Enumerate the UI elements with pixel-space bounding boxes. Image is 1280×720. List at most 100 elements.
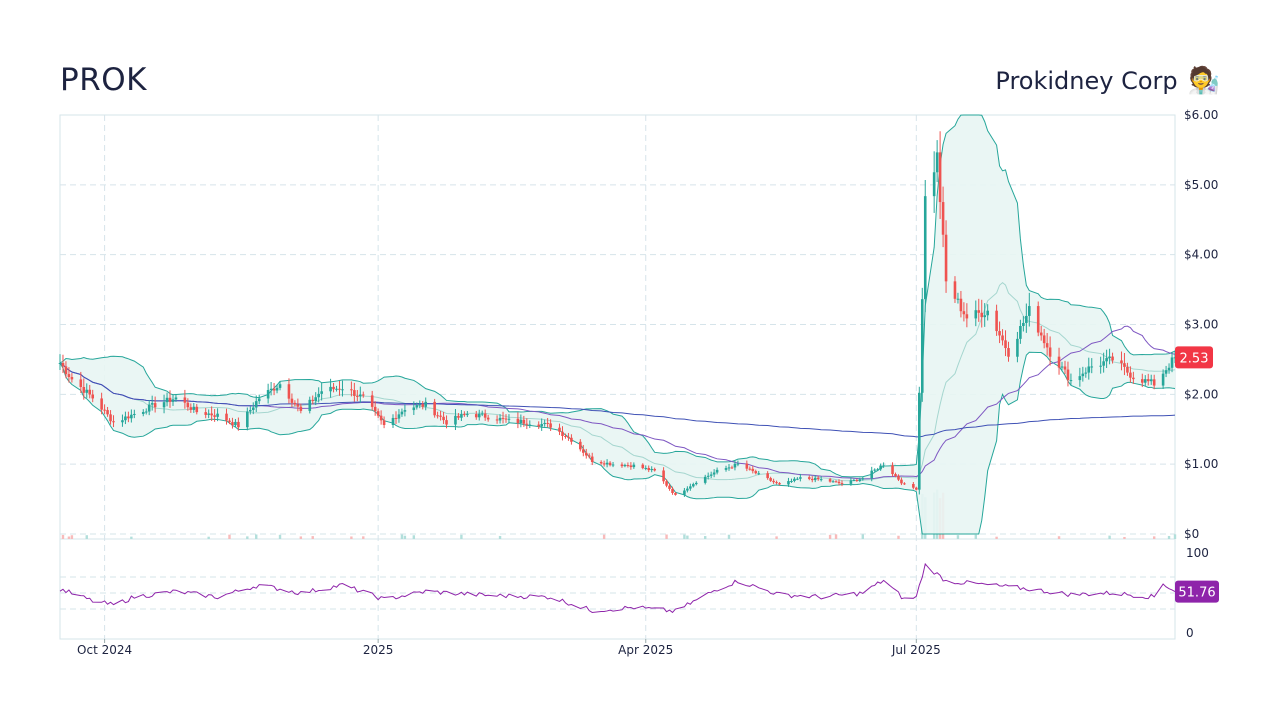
- candle-body: [564, 435, 567, 437]
- candle-body: [923, 196, 927, 300]
- candle-body: [778, 483, 781, 485]
- volume-bar: [299, 536, 303, 539]
- candle-body: [141, 412, 145, 414]
- candle-body: [692, 484, 695, 487]
- candle-body: [567, 436, 570, 438]
- volume-bar: [362, 536, 365, 539]
- candle-body: [1004, 340, 1007, 349]
- candle-body: [507, 418, 511, 420]
- volume-bar: [130, 536, 133, 539]
- candle-body: [891, 465, 894, 475]
- volume-bar: [897, 535, 900, 539]
- candle-body: [424, 401, 428, 407]
- candle-body: [480, 413, 484, 415]
- candle-body: [587, 455, 591, 457]
- volume-bar: [412, 535, 416, 539]
- candle-body: [1164, 370, 1168, 374]
- candle-body: [837, 481, 841, 484]
- candle-body: [715, 469, 719, 473]
- candle-body: [1069, 380, 1073, 382]
- candle-body: [373, 406, 377, 412]
- candle-body: [82, 387, 86, 393]
- candle-body: [525, 423, 529, 425]
- volume-bar: [775, 536, 778, 539]
- y-tick-label: $3.00: [1184, 318, 1218, 332]
- candle-body: [183, 397, 187, 403]
- candle-body: [653, 468, 656, 471]
- volume-bar: [1123, 536, 1126, 539]
- company-name: Prokidney Corp: [995, 67, 1178, 95]
- candle-body: [754, 471, 758, 474]
- y-tick-label: $2.00: [1184, 387, 1218, 401]
- candle-body: [790, 481, 793, 483]
- candle-body: [171, 399, 175, 402]
- candle-body: [1161, 373, 1165, 386]
- candle-body: [418, 404, 422, 406]
- candle-body: [757, 473, 761, 475]
- candle-body: [727, 467, 731, 469]
- candle-body: [463, 414, 466, 416]
- candle-body: [602, 463, 606, 465]
- candle-body: [293, 402, 297, 405]
- volume-bar: [403, 535, 407, 539]
- candle-body: [1084, 372, 1088, 374]
- x-tick-label: Jul 2025: [891, 643, 941, 657]
- volume-bar: [246, 536, 249, 539]
- rsi-tick-label: 100: [1186, 546, 1209, 560]
- volume-bars: [61, 489, 1177, 539]
- candle-body: [436, 415, 439, 417]
- candle-body: [1039, 332, 1043, 336]
- candle-body: [1063, 366, 1067, 370]
- candle-body: [959, 298, 963, 312]
- x-tick-label: Apr 2025: [618, 643, 673, 657]
- volume-bar: [70, 535, 74, 539]
- candle-body: [641, 464, 645, 469]
- candle-body: [1167, 367, 1171, 371]
- candle-body: [998, 331, 1001, 336]
- candle-body: [733, 463, 737, 468]
- volume-bar: [704, 536, 707, 539]
- candle-body: [956, 298, 960, 300]
- candle-body: [858, 479, 862, 481]
- candle-body: [1048, 347, 1052, 357]
- candle-body: [189, 407, 193, 410]
- candle-body: [1108, 356, 1111, 359]
- candle-body: [920, 299, 924, 393]
- rsi-value-tag: [1175, 580, 1219, 603]
- candle-body: [394, 417, 398, 419]
- candle-body: [91, 394, 95, 399]
- candle-body: [775, 482, 778, 484]
- candle-body: [519, 419, 523, 423]
- candle-body: [332, 386, 335, 390]
- moving-averages: [59, 325, 1176, 480]
- candle-body: [962, 311, 966, 315]
- candle-body: [932, 172, 936, 197]
- candle-body: [329, 386, 332, 392]
- volume-bar: [311, 536, 314, 539]
- candle-body: [977, 310, 981, 313]
- candle-body: [192, 406, 196, 410]
- candle-body: [1042, 335, 1046, 344]
- candle-body: [460, 414, 463, 418]
- candle-body: [213, 415, 216, 417]
- candle-body: [683, 490, 686, 495]
- volume-bar: [1108, 535, 1111, 539]
- candle-body: [186, 402, 190, 408]
- candle-body: [246, 411, 249, 428]
- volume-bar: [1173, 534, 1177, 539]
- candle-body: [1066, 369, 1070, 381]
- candle-body: [540, 424, 543, 427]
- candle-body: [870, 470, 874, 479]
- candle-body: [662, 470, 665, 482]
- ticker-symbol: PROK: [60, 62, 147, 98]
- candle-body: [248, 409, 252, 412]
- candle-body: [1007, 348, 1010, 357]
- candle-body: [810, 478, 814, 481]
- volume-bar: [834, 534, 838, 539]
- candle-body: [433, 401, 436, 416]
- candle-body: [320, 391, 323, 394]
- candle-body: [376, 411, 380, 416]
- scientist-icon: 🧑‍🔬: [1187, 66, 1220, 96]
- candle-body: [694, 482, 698, 485]
